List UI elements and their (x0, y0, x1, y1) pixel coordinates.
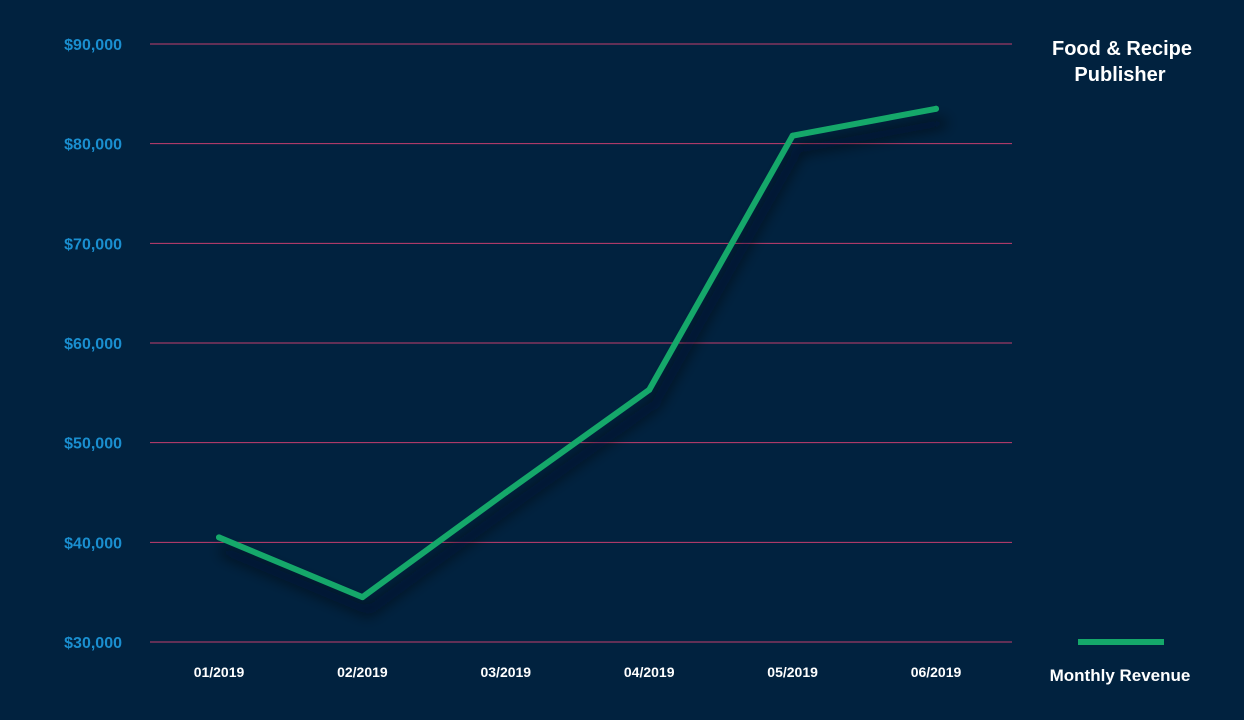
gridlines (150, 43, 1012, 643)
data-point (216, 534, 222, 541)
y-tick-label: $90,000 (64, 37, 122, 54)
x-tick-label: 01/2019 (194, 664, 245, 680)
y-axis-ticks: $30,000 $40,000 $50,000 $60,000 $70,000 $80,0… (64, 37, 122, 652)
series-line-monthly-revenue (216, 105, 939, 601)
data-point (502, 489, 509, 496)
data-point (359, 594, 366, 601)
y-tick-label: $50,000 (64, 436, 122, 453)
x-tick-label: 06/2019 (911, 664, 962, 680)
x-tick-label: 05/2019 (767, 664, 818, 680)
series-line-shadow (220, 117, 947, 617)
series-layer (216, 105, 947, 617)
data-points (216, 105, 939, 601)
chart-title-line1: Food & Recipe (1052, 38, 1192, 60)
x-tick-label: 04/2019 (624, 664, 675, 680)
x-tick-label: 02/2019 (337, 664, 388, 680)
data-point (933, 105, 939, 112)
y-tick-label: $70,000 (64, 236, 122, 253)
data-point (789, 132, 796, 139)
y-tick-label: $60,000 (64, 336, 122, 353)
chart-title-line2: Publisher (1074, 64, 1165, 86)
data-point (646, 386, 653, 393)
legend-label-monthly-revenue: Monthly Revenue (1050, 666, 1191, 685)
y-tick-label: $40,000 (64, 535, 122, 552)
y-tick-label: $30,000 (64, 635, 122, 652)
x-axis-ticks: 01/2019 02/2019 03/2019 04/2019 05/2019 06/20… (194, 664, 962, 680)
legend: Monthly Revenue (1050, 639, 1191, 685)
y-tick-label: $80,000 (64, 137, 122, 154)
x-tick-label: 03/2019 (480, 664, 531, 680)
